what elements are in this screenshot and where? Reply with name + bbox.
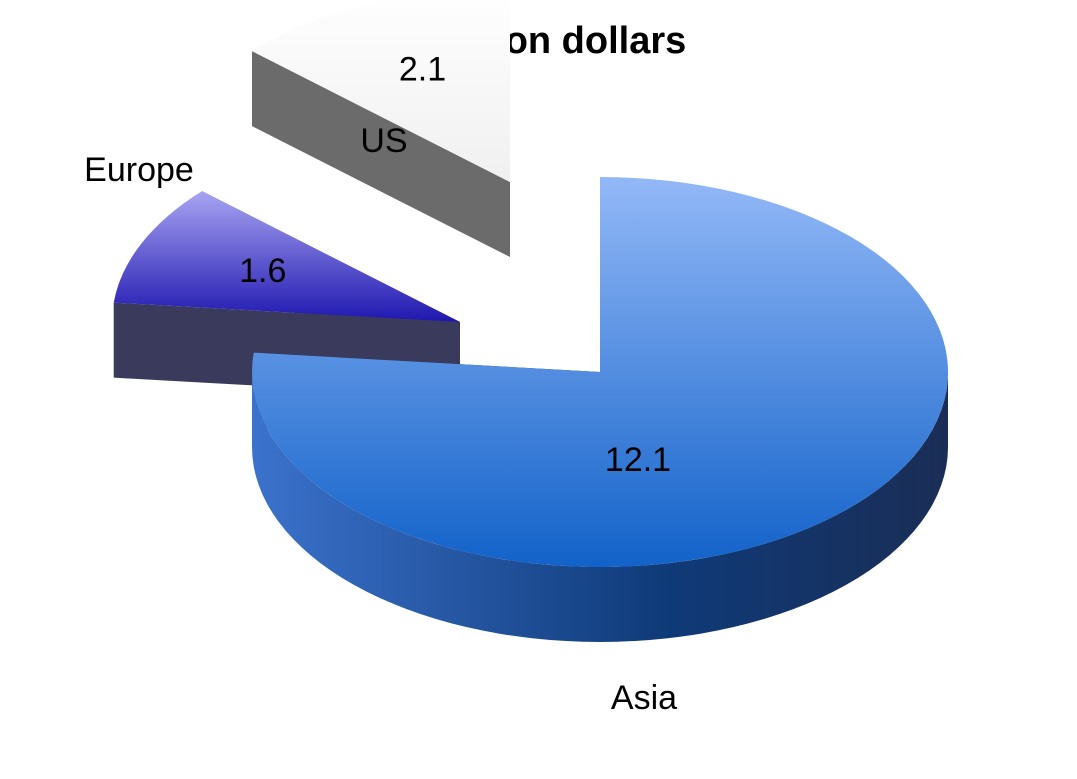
data-label-asia: 12.1 (605, 441, 671, 479)
pie-slice-top-asia (252, 177, 949, 567)
pie-slice-top-europe (113, 191, 460, 322)
pie-slice-us (252, 0, 510, 258)
category-label-europe: Europe (84, 151, 194, 189)
data-label-us: 2.1 (399, 50, 446, 88)
category-label-us: US (360, 122, 407, 160)
pie-slice-asia (252, 177, 949, 642)
data-label-europe: 1.6 (239, 252, 286, 290)
pie-slice-wall-us (252, 51, 510, 258)
pie-slice-europe (113, 191, 460, 397)
category-label-asia: Asia (611, 679, 677, 717)
pie-slice-side-asia (252, 372, 948, 642)
pie-slice-top-us (252, 0, 510, 182)
